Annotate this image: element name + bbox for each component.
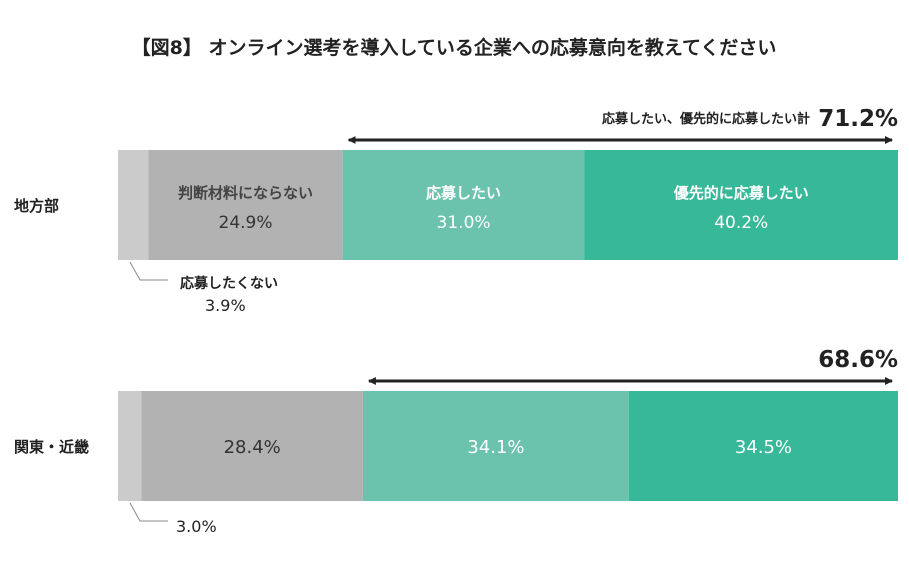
leader-line	[129, 261, 168, 281]
bar-segment	[362, 391, 629, 501]
data-label: 3.0%	[176, 517, 217, 536]
total-value: 71.2%	[818, 106, 898, 132]
bar-segment	[118, 391, 142, 501]
data-label: 31.0%	[437, 213, 491, 233]
data-label: 28.4%	[224, 437, 281, 458]
bar-segment	[118, 150, 149, 260]
bar-segment	[148, 150, 343, 260]
segment-name-label: 応募したくない	[180, 275, 278, 292]
bar-segment	[584, 150, 898, 260]
segment-name-label: 判断材料にならない	[178, 184, 313, 202]
data-label: 24.9%	[219, 213, 273, 233]
bar-segment	[141, 391, 363, 501]
bar-segment	[628, 391, 898, 501]
data-label: 3.9%	[205, 296, 246, 315]
total-value: 68.6%	[818, 347, 898, 373]
chart-title: 【図8】 オンライン選考を導入している企業への応募意向を教えてください	[132, 36, 777, 59]
category-label: 地方部	[14, 197, 59, 215]
data-label: 34.5%	[735, 437, 792, 458]
segment-name-label: 優先的に応募したい	[673, 184, 809, 202]
data-label: 40.2%	[714, 213, 768, 233]
bar-segment	[342, 150, 585, 260]
data-label: 34.1%	[467, 437, 524, 458]
category-label: 関東・近畿	[14, 438, 89, 456]
leader-line	[129, 502, 168, 522]
total-label: 応募したい、優先的に応募したい計	[602, 111, 810, 127]
segment-name-label: 応募したい	[426, 184, 501, 202]
